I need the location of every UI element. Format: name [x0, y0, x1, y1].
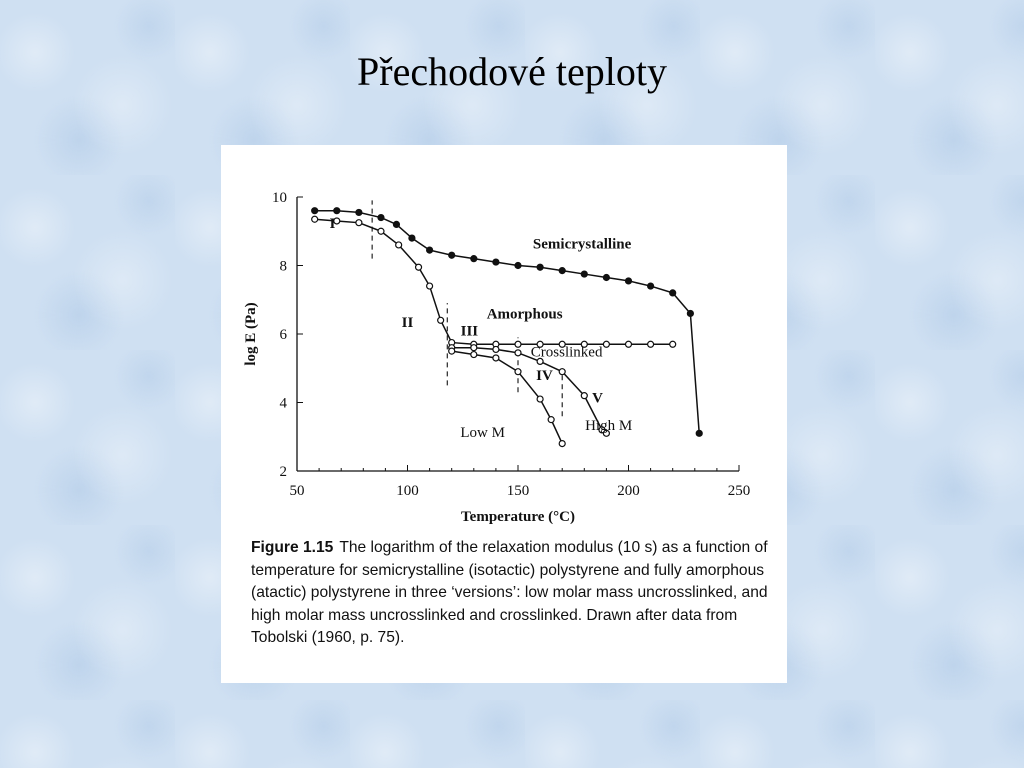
data-point	[492, 354, 500, 362]
data-point	[580, 270, 588, 278]
data-point	[470, 350, 478, 359]
data-point	[558, 340, 566, 348]
data-point	[536, 395, 544, 403]
figure-caption: Figure 1.15 The logarithm of the relaxati…	[251, 537, 771, 650]
data-point	[514, 340, 522, 348]
figure-panel: 50 100 150 200 250 2 4 6 8 10 Temperature (°C) log …	[221, 145, 787, 683]
data-point	[558, 267, 566, 275]
data-point	[558, 440, 566, 448]
series-line-2	[451, 346, 607, 434]
chart-annotation: I	[329, 216, 335, 232]
data-point	[311, 207, 319, 215]
data-point	[377, 227, 385, 235]
y-tick-label: 10	[272, 190, 287, 206]
data-point	[514, 368, 522, 376]
chart-annotation: Low M	[460, 425, 505, 441]
data-point	[492, 258, 500, 266]
y-tick-label: 8	[280, 259, 288, 275]
data-point	[355, 219, 363, 227]
relaxation-modulus-chart: 50 100 150 200 250 2 4 6 8 10 Temperature (°C) log …	[243, 190, 751, 525]
data-point	[669, 340, 677, 348]
data-point	[377, 213, 385, 222]
data-point	[624, 277, 633, 285]
data-point	[395, 241, 403, 249]
x-axis-label: Temperature (°C)	[461, 509, 575, 525]
y-tick-label: 4	[280, 396, 288, 412]
x-tick-label: 200	[617, 483, 640, 499]
data-point	[669, 289, 677, 297]
y-tick-label: 2	[280, 464, 288, 480]
data-point	[408, 234, 416, 242]
caption-text: The logarithm of the relaxation modulus …	[251, 539, 768, 646]
data-point	[536, 357, 544, 365]
data-point	[580, 392, 588, 400]
data-point	[558, 368, 566, 376]
data-point	[624, 340, 633, 348]
y-tick-label: 6	[280, 327, 288, 343]
x-tick-label: 100	[396, 483, 419, 499]
data-point	[414, 263, 423, 271]
data-point	[647, 340, 655, 348]
data-point	[333, 217, 341, 225]
data-point	[355, 208, 363, 217]
data-point	[602, 340, 610, 348]
data-point	[602, 429, 610, 437]
data-point	[647, 282, 655, 290]
data-point	[547, 416, 555, 424]
data-point	[492, 345, 500, 354]
data-point	[514, 261, 522, 270]
data-point	[392, 220, 401, 229]
x-tick-label: 50	[290, 483, 305, 499]
data-point	[695, 429, 703, 437]
data-point	[426, 282, 434, 290]
chart-annotation: III	[461, 324, 479, 340]
data-point	[470, 344, 478, 352]
x-tick-label: 150	[507, 483, 530, 499]
data-point	[426, 246, 434, 254]
data-point	[448, 347, 456, 355]
chart-annotation: IV	[536, 368, 553, 384]
data-point	[437, 316, 445, 324]
data-point	[536, 263, 544, 271]
data-point	[602, 273, 610, 282]
caption-label: Figure 1.15	[251, 539, 334, 556]
data-point	[333, 207, 341, 215]
chart-annotation: II	[402, 315, 414, 331]
y-axis-label: log E (Pa)	[243, 302, 259, 365]
chart-annotation: Crosslinked	[531, 344, 603, 360]
x-tick-label: 250	[728, 483, 751, 499]
data-point	[470, 255, 478, 263]
data-point	[580, 340, 588, 348]
chart-annotation: Amorphous	[487, 307, 563, 323]
data-point	[514, 349, 522, 357]
chart-annotation: V	[592, 391, 603, 407]
chart-annotation: Semicrystalline	[533, 236, 632, 252]
chart-annotation: High M	[585, 418, 632, 434]
data-point	[686, 309, 694, 318]
data-point	[536, 340, 544, 348]
data-point	[448, 251, 456, 259]
data-point	[311, 215, 319, 223]
slide-title: Přechodové teploty	[357, 49, 667, 94]
